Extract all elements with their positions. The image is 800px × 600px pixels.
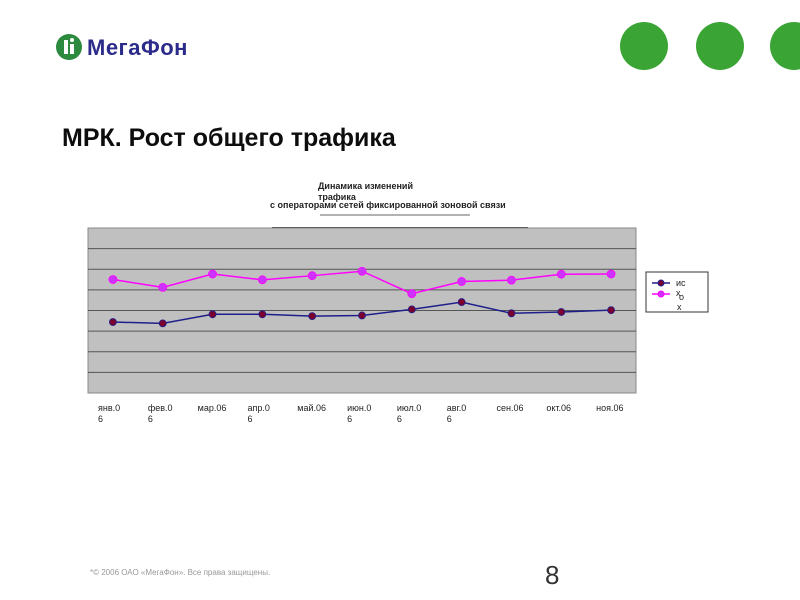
x-tick-label: сен.06 — [497, 403, 524, 413]
x-tick-label: авг.0 — [447, 403, 466, 413]
x-tick-label: 6 — [347, 414, 352, 424]
data-point-s2-7 — [407, 289, 417, 299]
megafon-logo-icon — [56, 34, 82, 60]
data-point-s2-5 — [307, 271, 317, 281]
data-point-s1-2 — [158, 319, 167, 328]
x-tick-label: янв.0 — [98, 403, 120, 413]
data-point-s2-10 — [556, 269, 566, 279]
slide-title: МРК. Рост общего трафика — [62, 124, 396, 152]
data-point-s2-9 — [507, 275, 516, 285]
x-tick-label: 6 — [397, 414, 402, 424]
chart-title-line-1: Динамика изменений — [318, 181, 413, 191]
data-point-s1-11 — [607, 306, 615, 315]
decor-dot-1 — [620, 22, 668, 70]
legend-marker-2 — [657, 290, 665, 298]
decor-dot-2 — [696, 22, 744, 70]
chart-subtitle: с операторами сетей фиксированной зоново… — [270, 200, 506, 210]
data-point-s2-6 — [357, 266, 367, 276]
x-tick-label: апр.0 — [247, 403, 269, 413]
data-point-s1-1 — [109, 318, 117, 326]
x-tick-label: мар.06 — [198, 403, 227, 413]
legend-label-2-part: о — [679, 292, 684, 302]
data-point-s1-3 — [208, 310, 217, 319]
data-point-s2-3 — [208, 269, 217, 279]
data-point-s2-8 — [457, 277, 467, 286]
x-tick-label: май.06 — [297, 403, 326, 413]
legend-box — [645, 271, 709, 313]
data-point-s1-5 — [308, 312, 317, 321]
data-point-s2-11 — [606, 269, 616, 279]
legend-label-1: ис — [676, 278, 686, 288]
x-tick-label: июл.0 — [397, 403, 421, 413]
x-tick-label: фев.0 — [148, 403, 173, 413]
x-tick-label: 6 — [98, 414, 103, 424]
x-tick-label: окт.06 — [546, 403, 571, 413]
data-point-s1-9 — [507, 309, 516, 318]
data-point-s2-1 — [108, 275, 118, 284]
legend-label-2-part: х — [677, 302, 682, 312]
x-tick-label: 6 — [247, 414, 252, 424]
x-tick-label: 6 — [148, 414, 153, 424]
x-tick-label: ноя.06 — [596, 403, 623, 413]
data-point-s1-6 — [358, 311, 366, 320]
footer-copyright: *© 2006 ОАО «МегаФон». Все права защищен… — [90, 568, 271, 577]
page-number: 8 — [545, 560, 560, 590]
data-point-s1-10 — [557, 308, 566, 316]
legend-label-2-part: х — [676, 288, 681, 298]
data-point-s1-4 — [258, 310, 267, 319]
data-point-s2-4 — [257, 275, 267, 285]
x-tick-label: июн.0 — [347, 403, 371, 413]
data-point-s1-8 — [457, 298, 466, 306]
x-tick-label: 6 — [447, 414, 452, 424]
chart-title-line-2: трафика — [318, 192, 357, 202]
data-point-s2-2 — [158, 282, 168, 292]
megafon-logo: МегаФон — [55, 33, 215, 63]
legend-marker-1 — [657, 279, 665, 287]
data-point-s1-7 — [407, 305, 416, 314]
megafon-logo-text: МегаФон — [87, 35, 188, 60]
